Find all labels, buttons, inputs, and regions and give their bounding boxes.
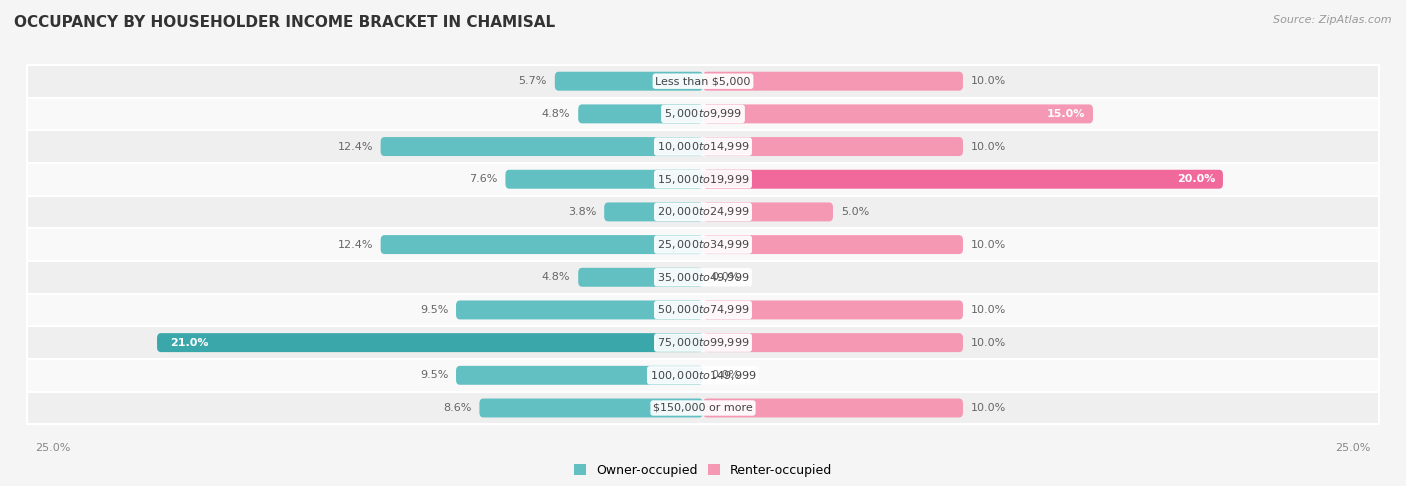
Text: 9.5%: 9.5%: [420, 305, 449, 315]
FancyBboxPatch shape: [703, 235, 963, 254]
Bar: [27, 326, 1379, 359]
Bar: [27, 195, 1379, 228]
Text: Source: ZipAtlas.com: Source: ZipAtlas.com: [1274, 15, 1392, 25]
Bar: [27, 294, 1379, 326]
Text: 10.0%: 10.0%: [970, 240, 1007, 250]
FancyBboxPatch shape: [479, 399, 703, 417]
FancyBboxPatch shape: [703, 203, 832, 222]
Bar: [27, 359, 1379, 392]
Bar: [27, 98, 1379, 130]
Text: 4.8%: 4.8%: [541, 109, 571, 119]
Text: Less than $5,000: Less than $5,000: [655, 76, 751, 86]
FancyBboxPatch shape: [578, 104, 703, 123]
FancyBboxPatch shape: [703, 104, 1092, 123]
FancyBboxPatch shape: [456, 300, 703, 319]
Text: 0.0%: 0.0%: [711, 370, 740, 381]
Text: $75,000 to $99,999: $75,000 to $99,999: [657, 336, 749, 349]
FancyBboxPatch shape: [381, 235, 703, 254]
Text: 5.7%: 5.7%: [519, 76, 547, 86]
Text: $5,000 to $9,999: $5,000 to $9,999: [664, 107, 742, 121]
Text: $25,000 to $34,999: $25,000 to $34,999: [657, 238, 749, 251]
Text: OCCUPANCY BY HOUSEHOLDER INCOME BRACKET IN CHAMISAL: OCCUPANCY BY HOUSEHOLDER INCOME BRACKET …: [14, 15, 555, 30]
FancyBboxPatch shape: [703, 170, 1223, 189]
Text: 12.4%: 12.4%: [337, 240, 373, 250]
Text: 12.4%: 12.4%: [337, 141, 373, 152]
Text: 5.0%: 5.0%: [841, 207, 869, 217]
FancyBboxPatch shape: [703, 137, 963, 156]
Text: $20,000 to $24,999: $20,000 to $24,999: [657, 206, 749, 218]
Text: 10.0%: 10.0%: [970, 76, 1007, 86]
Text: $100,000 to $149,999: $100,000 to $149,999: [650, 369, 756, 382]
Legend: Owner-occupied, Renter-occupied: Owner-occupied, Renter-occupied: [574, 464, 832, 477]
Text: $35,000 to $49,999: $35,000 to $49,999: [657, 271, 749, 284]
FancyBboxPatch shape: [703, 300, 963, 319]
Text: 20.0%: 20.0%: [1177, 174, 1215, 184]
FancyBboxPatch shape: [505, 170, 703, 189]
Text: $10,000 to $14,999: $10,000 to $14,999: [657, 140, 749, 153]
Bar: [27, 65, 1379, 98]
Bar: [27, 163, 1379, 195]
Text: $150,000 or more: $150,000 or more: [654, 403, 752, 413]
Text: 0.0%: 0.0%: [711, 272, 740, 282]
Text: 4.8%: 4.8%: [541, 272, 571, 282]
Text: $50,000 to $74,999: $50,000 to $74,999: [657, 303, 749, 316]
FancyBboxPatch shape: [703, 333, 963, 352]
Text: 10.0%: 10.0%: [970, 305, 1007, 315]
Text: $15,000 to $19,999: $15,000 to $19,999: [657, 173, 749, 186]
Bar: [27, 261, 1379, 294]
FancyBboxPatch shape: [456, 366, 703, 385]
Bar: [27, 392, 1379, 424]
FancyBboxPatch shape: [578, 268, 703, 287]
Bar: [27, 130, 1379, 163]
Bar: [27, 228, 1379, 261]
Text: 8.6%: 8.6%: [443, 403, 471, 413]
FancyBboxPatch shape: [381, 137, 703, 156]
Text: 10.0%: 10.0%: [970, 141, 1007, 152]
Text: 21.0%: 21.0%: [170, 338, 208, 347]
Text: 15.0%: 15.0%: [1047, 109, 1085, 119]
Text: 10.0%: 10.0%: [970, 403, 1007, 413]
FancyBboxPatch shape: [605, 203, 703, 222]
Text: 7.6%: 7.6%: [470, 174, 498, 184]
Text: 9.5%: 9.5%: [420, 370, 449, 381]
Text: 3.8%: 3.8%: [568, 207, 596, 217]
FancyBboxPatch shape: [555, 72, 703, 91]
Text: 10.0%: 10.0%: [970, 338, 1007, 347]
FancyBboxPatch shape: [703, 72, 963, 91]
FancyBboxPatch shape: [157, 333, 703, 352]
FancyBboxPatch shape: [703, 399, 963, 417]
